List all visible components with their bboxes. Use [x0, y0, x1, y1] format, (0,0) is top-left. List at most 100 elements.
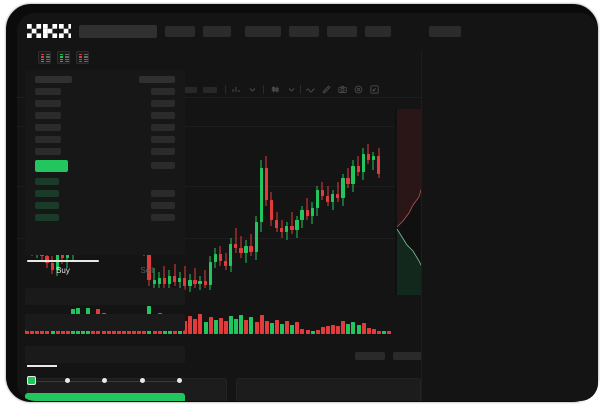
candle: [259, 98, 263, 293]
orderbook-ask-row[interactable]: [35, 100, 61, 107]
nav-user-menu[interactable]: [429, 26, 461, 37]
candle: [325, 98, 330, 293]
candle: [183, 98, 187, 293]
orderbook-bid-row[interactable]: [35, 190, 59, 197]
nav-item-1[interactable]: [165, 26, 195, 37]
volume-bar: [336, 326, 341, 334]
volume-bar: [382, 331, 386, 334]
candle: [223, 98, 228, 293]
orderbook-ask-row[interactable]: [35, 124, 61, 131]
order-total-input[interactable]: [25, 346, 185, 363]
candle-body: [331, 194, 335, 202]
orderbook-bid-row[interactable]: [35, 214, 59, 221]
candle: [178, 98, 182, 293]
orderbook-ask-amount: [151, 88, 175, 95]
candle-body: [295, 220, 299, 230]
candle: [50, 98, 54, 293]
slider-step-50[interactable]: [102, 378, 107, 383]
chart-gridline: [17, 186, 421, 187]
tab-sell[interactable]: Sell: [140, 266, 154, 275]
action-hide-other-pairs[interactable]: [355, 352, 385, 360]
active-tab-indicator: [27, 365, 57, 367]
device-bezel: Spot Trading ▾ ▾: [5, 3, 599, 403]
volume-bar: [310, 331, 315, 334]
toolbar-divider: [300, 85, 301, 94]
nav-search[interactable]: [79, 25, 157, 38]
orderbook-bid-row[interactable]: [35, 202, 59, 209]
order-amount-input[interactable]: [25, 314, 185, 331]
volume-bar: [366, 328, 371, 334]
orderbook-view-bids-icon[interactable]: [57, 51, 70, 64]
candle-wick: [66, 250, 68, 268]
candle: [341, 98, 345, 293]
candle: [300, 98, 304, 293]
orderbook-bid-amount: [151, 214, 175, 221]
camera-icon[interactable]: [338, 85, 347, 94]
candle: [336, 98, 340, 293]
tab-buy[interactable]: Buy: [56, 266, 70, 275]
candle-body: [341, 178, 345, 198]
orderbook-ask-row[interactable]: [35, 148, 61, 155]
nav-item-5[interactable]: [327, 26, 357, 37]
fullscreen-icon[interactable]: [370, 85, 379, 94]
candle-body: [366, 154, 371, 160]
orderbook-panel[interactable]: [25, 70, 185, 255]
candle: [218, 98, 223, 293]
orderbook-ask-row[interactable]: [35, 112, 61, 119]
order-price-input[interactable]: [25, 288, 185, 305]
candle-body: [193, 280, 197, 284]
settings-icon[interactable]: [354, 85, 363, 94]
orderbook-mid-price: [35, 160, 68, 172]
top-navigation-bar: [17, 13, 598, 50]
slider-step-100[interactable]: [177, 378, 182, 383]
candle: [366, 98, 371, 293]
orderbook-view-asks-icon[interactable]: [76, 51, 89, 64]
chevron-down-icon[interactable]: [248, 85, 257, 94]
orderbook-bid-amount: [151, 202, 175, 209]
slider-step-25[interactable]: [65, 378, 70, 383]
candle-body: [315, 190, 320, 208]
submit-buy-button[interactable]: [25, 393, 185, 401]
indicator-icon[interactable]: [232, 85, 241, 94]
bottom-panel-right[interactable]: [236, 378, 421, 401]
chevron-down-icon[interactable]: [287, 85, 296, 94]
orderbook-view-both-icon[interactable]: [38, 51, 51, 64]
candle: [290, 98, 294, 293]
nav-item-4[interactable]: [289, 26, 319, 37]
candle: [162, 98, 167, 293]
orderbook-bid-row[interactable]: [35, 178, 59, 185]
candle-body: [300, 210, 304, 220]
candle: [346, 98, 350, 293]
orderbook-col-header-amount: [139, 76, 175, 83]
volume-bar: [264, 321, 269, 334]
candle: [254, 98, 258, 293]
candle-body: [239, 248, 243, 253]
candle: [188, 98, 192, 293]
action-cancel-all[interactable]: [393, 352, 423, 360]
line-chart-icon[interactable]: [306, 85, 315, 94]
orderbook-ask-row[interactable]: [35, 136, 61, 143]
interval-extra-1[interactable]: [184, 87, 197, 93]
candle-body: [376, 156, 381, 174]
volume-bar: [254, 322, 259, 334]
orderbook-ask-row[interactable]: [35, 88, 61, 95]
pencil-icon[interactable]: [322, 85, 331, 94]
volume-bar: [331, 325, 335, 334]
candle: [269, 98, 274, 293]
candle: [249, 98, 253, 293]
okx-logo[interactable]: [27, 24, 71, 38]
percent-slider[interactable]: [27, 376, 183, 386]
slider-handle[interactable]: [27, 376, 36, 385]
orderbook-ask-amount: [151, 148, 175, 155]
chart-type-icon[interactable]: [271, 85, 280, 94]
candle-body: [198, 281, 202, 284]
interval-extra-2[interactable]: [203, 87, 217, 93]
candle-body: [351, 166, 355, 184]
nav-item-6[interactable]: [365, 26, 391, 37]
nav-item-3[interactable]: [245, 26, 281, 37]
slider-step-75[interactable]: [140, 378, 145, 383]
nav-item-2[interactable]: [203, 26, 231, 37]
candle-body: [305, 210, 309, 216]
candle-wick: [163, 266, 165, 288]
